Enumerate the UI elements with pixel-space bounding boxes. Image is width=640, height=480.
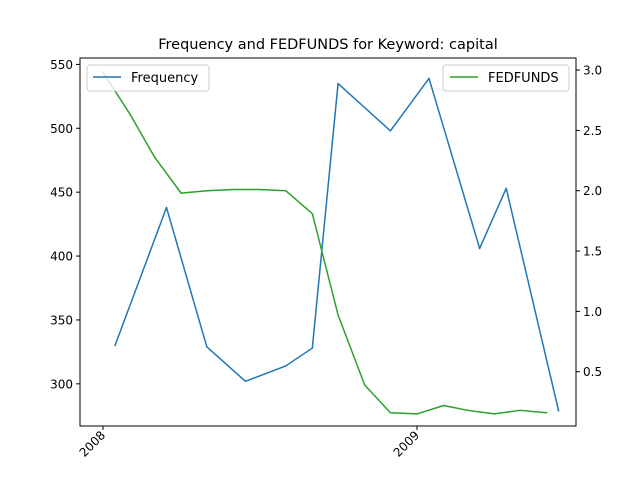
series-fedfunds-point-1: [128, 112, 131, 115]
series-fedfunds-point-12: [416, 413, 418, 415]
series-frequency-point-4: [284, 365, 287, 367]
series-fedfunds-point-4: [206, 189, 208, 192]
right-y-tick-label-3.0: 3.0: [583, 64, 602, 78]
series-frequency-point-3: [244, 380, 247, 383]
left-y-tick-label-550: 550: [50, 58, 73, 72]
series-frequency-point-11: [557, 409, 560, 412]
left-y-tick-label-300: 300: [50, 377, 73, 391]
series-frequency-point-0: [114, 344, 116, 347]
series-fedfunds-point-16: [519, 409, 521, 412]
right-y-tick-label-1.5: 1.5: [583, 245, 602, 259]
series-fedfunds-point-6: [258, 188, 260, 191]
legend-frequency: Frequency: [86, 64, 210, 92]
series-fedfunds-point-5: [232, 188, 235, 191]
right-y-tick-label-2.0: 2.0: [583, 184, 602, 198]
plot-lines: [102, 71, 560, 415]
series-frequency-point-2: [206, 345, 208, 348]
series-fedfunds-point-11: [389, 411, 392, 414]
plot-frame: [79, 57, 577, 427]
right-y-tick-label-2.5: 2.5: [583, 124, 602, 138]
series-frequency-point-1: [165, 206, 168, 209]
legend-fedfunds-box: [442, 64, 570, 92]
series-frequency-line: [114, 77, 560, 411]
left-y-tick-label-500: 500: [50, 122, 73, 136]
series-frequency-point-8: [428, 77, 430, 80]
right-y-tick-label-1.0: 1.0: [583, 305, 602, 319]
series-fedfunds-point-10: [363, 384, 366, 386]
left-y-tick-label-450: 450: [50, 186, 73, 200]
series-fedfunds-point-9: [337, 314, 339, 316]
series-fedfunds-point-7: [284, 189, 287, 192]
legend-frequency-box: [86, 64, 210, 92]
series-frequency-point-7: [389, 130, 392, 132]
series-fedfunds-point-17: [545, 411, 548, 414]
series-fedfunds-line: [102, 72, 547, 415]
series-fedfunds-point-13: [442, 404, 445, 407]
right-y-tick-label-0.5: 0.5: [583, 365, 602, 379]
series-frequency-point-10: [505, 187, 508, 190]
series-fedfunds-point-15: [493, 413, 496, 415]
left-y-tick-label-400: 400: [50, 250, 73, 264]
legend-fedfunds: FEDFUNDS: [442, 64, 570, 92]
series-fedfunds-point-14: [466, 409, 469, 412]
series-fedfunds-point-8: [311, 212, 314, 215]
legend-frequency-label: Frequency: [131, 71, 198, 86]
series-frequency-point-5: [311, 347, 314, 349]
left-y-axis: 300 350 400 450 500 550: [50, 58, 80, 391]
series-fedfunds-point-2: [153, 156, 156, 158]
series-fedfunds-point-3: [180, 192, 182, 194]
legend-fedfunds-label: FEDFUNDS: [488, 71, 559, 86]
series-frequency-point-9: [478, 247, 481, 250]
chart-title: Frequency and FEDFUNDS for Keyword: capi…: [158, 37, 498, 53]
series-frequency-point-6: [337, 82, 339, 85]
left-y-tick-label-350: 350: [50, 313, 73, 327]
right-y-axis: 0.5 1.0 1.5 2.0 2.5 3.0: [576, 64, 602, 379]
